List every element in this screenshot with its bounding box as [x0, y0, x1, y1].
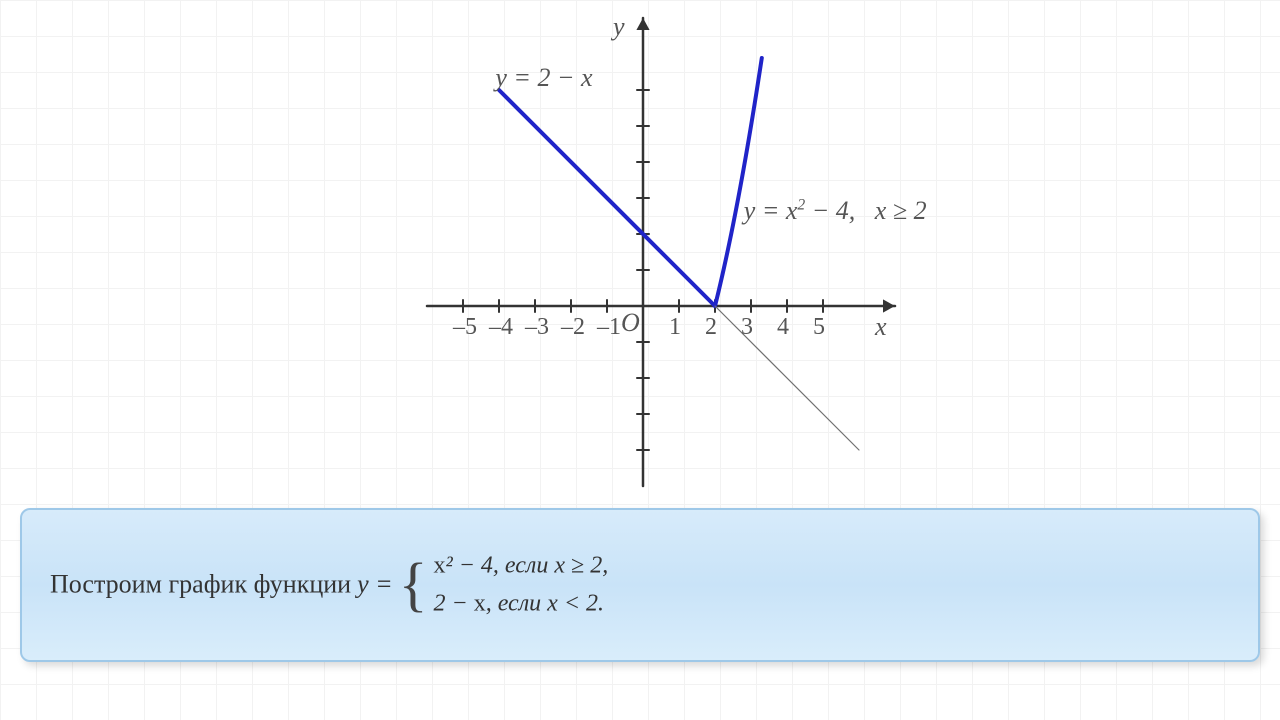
x-tick--5: –5 — [453, 314, 477, 341]
x-tick-1: 1 — [669, 314, 681, 341]
chart-label-1: y = x2 − 4, x ≥ 2 — [744, 196, 927, 226]
task-text: Построим график функции y = { x² − 4, ес… — [50, 547, 608, 624]
brace-icon: { — [399, 555, 428, 615]
x-tick-4: 4 — [777, 314, 789, 341]
x-tick-2: 2 — [705, 314, 717, 341]
x-tick--4: –4 — [489, 314, 513, 341]
piecewise-column: x² − 4, если x ≥ 2, 2 − x, если x < 2. — [434, 547, 609, 624]
y-axis-label: y — [613, 12, 625, 42]
x-tick--1: –1 — [597, 314, 621, 341]
x-tick--3: –3 — [525, 314, 549, 341]
x-tick-5: 5 — [813, 314, 825, 341]
x-tick--2: –2 — [561, 314, 585, 341]
task-panel: Построим график функции y = { x² − 4, ес… — [20, 508, 1260, 662]
y-equals: y = — [357, 570, 393, 600]
x-tick-3: 3 — [741, 314, 753, 341]
piece-2: 2 − x, если x < 2. — [434, 585, 609, 623]
chart-label-0: y = 2 − x — [495, 63, 592, 93]
piece-1: x² − 4, если x ≥ 2, — [434, 547, 609, 585]
origin-label: O — [621, 308, 640, 338]
x-axis-label: x — [875, 312, 887, 342]
task-lead: Построим график функции — [50, 570, 351, 600]
